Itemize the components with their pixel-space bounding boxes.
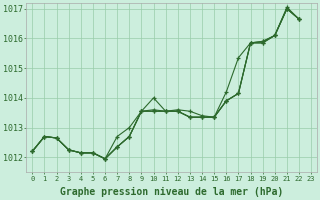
X-axis label: Graphe pression niveau de la mer (hPa): Graphe pression niveau de la mer (hPa) bbox=[60, 187, 284, 197]
